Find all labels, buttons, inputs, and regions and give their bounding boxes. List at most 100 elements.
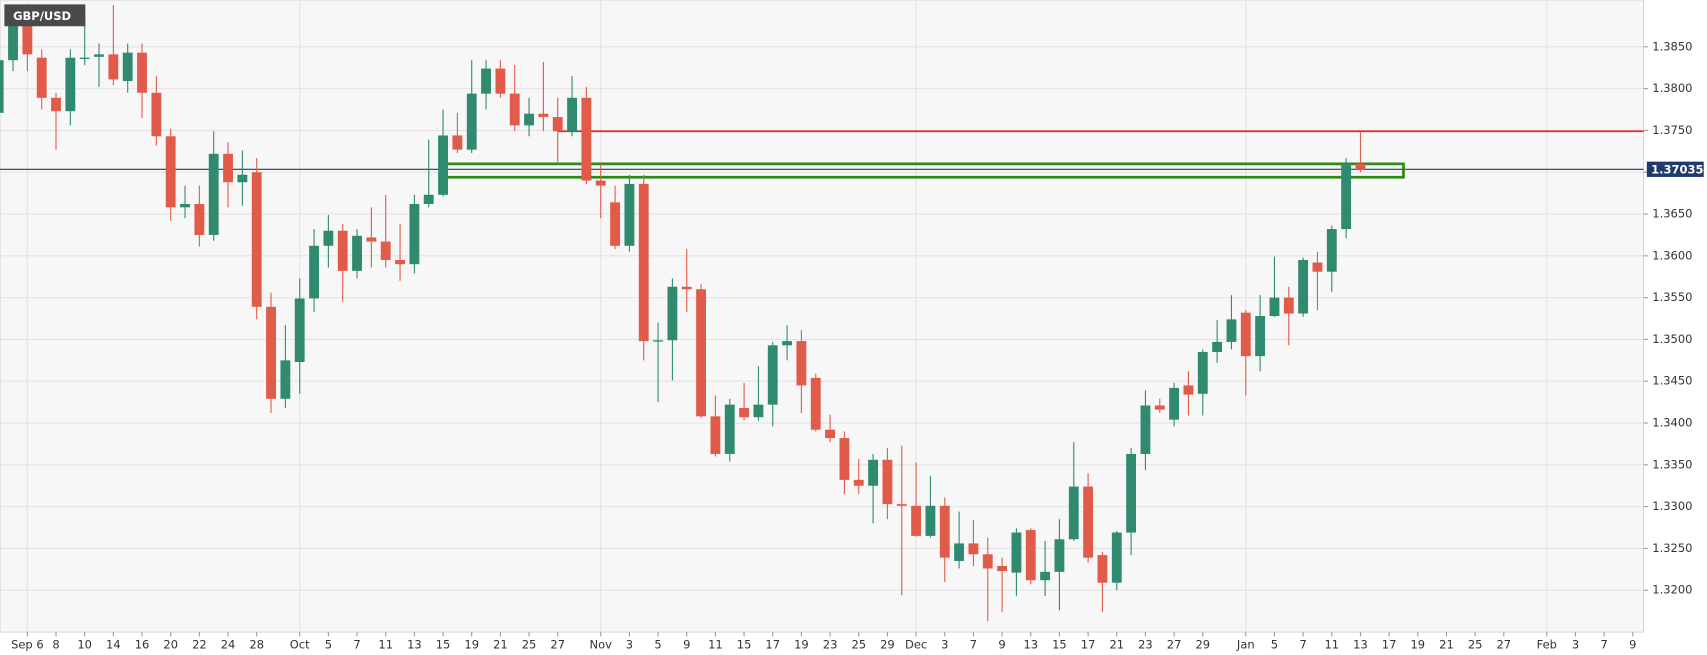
x-tick-label: 29 [880,638,895,652]
candle-body [1355,163,1366,170]
candle-body [839,438,850,480]
candle-body [1054,539,1065,572]
y-tick-label: 1.3450 [1652,374,1692,388]
candle-body [294,298,305,362]
candle-body [1312,262,1323,272]
candle-body [309,245,319,299]
candle-body [667,286,678,341]
x-tick-label: 10 [77,638,92,652]
candle-body [8,21,18,61]
candle-body [366,237,377,242]
candle-body [180,203,190,208]
candle-body [810,377,821,430]
x-tick-label: 19 [1410,638,1425,652]
candle-body [1197,351,1208,394]
candle-body [997,565,1008,572]
x-tick-label: Dec [905,638,927,652]
candle-body [1068,486,1079,540]
candle-body [337,230,348,271]
candle-body [982,554,993,569]
y-tick-label: 1.3400 [1652,416,1692,430]
candle-body [925,505,936,536]
x-tick-label: 23 [1138,638,1153,652]
candle-body [223,153,233,183]
candle-body [79,57,90,59]
candle-body [767,345,778,405]
x-tick-label: 24 [221,638,236,652]
x-tick-label: 25 [851,638,866,652]
x-tick-label: Feb [1537,638,1557,652]
x-tick-label: 3 [1572,638,1579,652]
x-tick-label: 9 [1629,638,1636,652]
candle-body [1283,297,1294,314]
candle-body [968,543,979,555]
candle-body [581,97,592,181]
candle-body [882,459,893,505]
x-tick-label: 22 [192,638,207,652]
candle-body [1154,405,1165,410]
y-tick-label: 1.3350 [1652,457,1692,471]
candle-body [481,68,491,94]
candle-body [0,60,4,113]
candle-body [36,57,47,98]
candle-body [266,306,276,399]
candle-body [739,407,750,418]
candle-body [251,172,262,307]
x-tick-label: 15 [1052,638,1067,652]
x-tick-label: 7 [1299,638,1306,652]
price-tag-label: 1.370350 [1651,162,1707,176]
y-tick-label: 1.3650 [1652,207,1692,221]
candle-body [1212,341,1223,352]
candle-body [395,260,405,265]
x-tick-label: 5 [325,638,332,652]
x-tick-label: 21 [1109,638,1124,652]
candle-body [853,479,864,486]
candle-body [567,97,577,132]
candle-body [538,113,549,118]
x-tick-label: 5 [654,638,661,652]
candle-body [151,92,162,137]
candle-body [208,153,219,235]
x-tick-label: 9 [683,638,690,652]
candle-body [939,505,950,558]
candle-body [1183,385,1194,395]
y-tick-label: 1.3750 [1652,123,1692,137]
candle-body [896,504,907,506]
x-tick-label: Oct [290,638,310,652]
candle-body [681,286,692,290]
x-tick-label: Nov [590,638,613,652]
candle-body [710,416,721,454]
candle-body [724,404,735,454]
plot-area [0,0,1645,633]
candle-body [1011,532,1022,573]
candle-body [1269,297,1280,317]
candle-body [868,459,879,486]
x-tick-label: 17 [1081,638,1096,652]
candle-body [409,203,420,265]
x-tick-label: 11 [708,638,723,652]
x-tick-label: 27 [550,638,565,652]
candle-body [1240,312,1251,357]
candle-body [1126,453,1137,533]
candle-body [237,174,248,183]
candle-body [194,203,205,235]
candle-body [380,241,391,261]
candle-body [280,360,291,399]
candle-body [122,52,133,82]
x-tick-label: 5 [1271,638,1278,652]
candle-body [595,180,606,186]
y-tick-label: 1.3550 [1652,290,1692,304]
candle-body [796,341,807,386]
candle-body [1111,532,1122,583]
x-tick-label: 13 [1023,638,1038,652]
x-tick-label: 16 [135,638,150,652]
x-tick-label: 13 [407,638,422,652]
x-tick-label: 19 [794,638,809,652]
x-tick-label: 25 [1468,638,1483,652]
candle-body [1140,405,1151,454]
candle-body [466,93,477,150]
candle-body [1083,486,1094,558]
x-tick-label: Sep 6 [11,638,44,652]
